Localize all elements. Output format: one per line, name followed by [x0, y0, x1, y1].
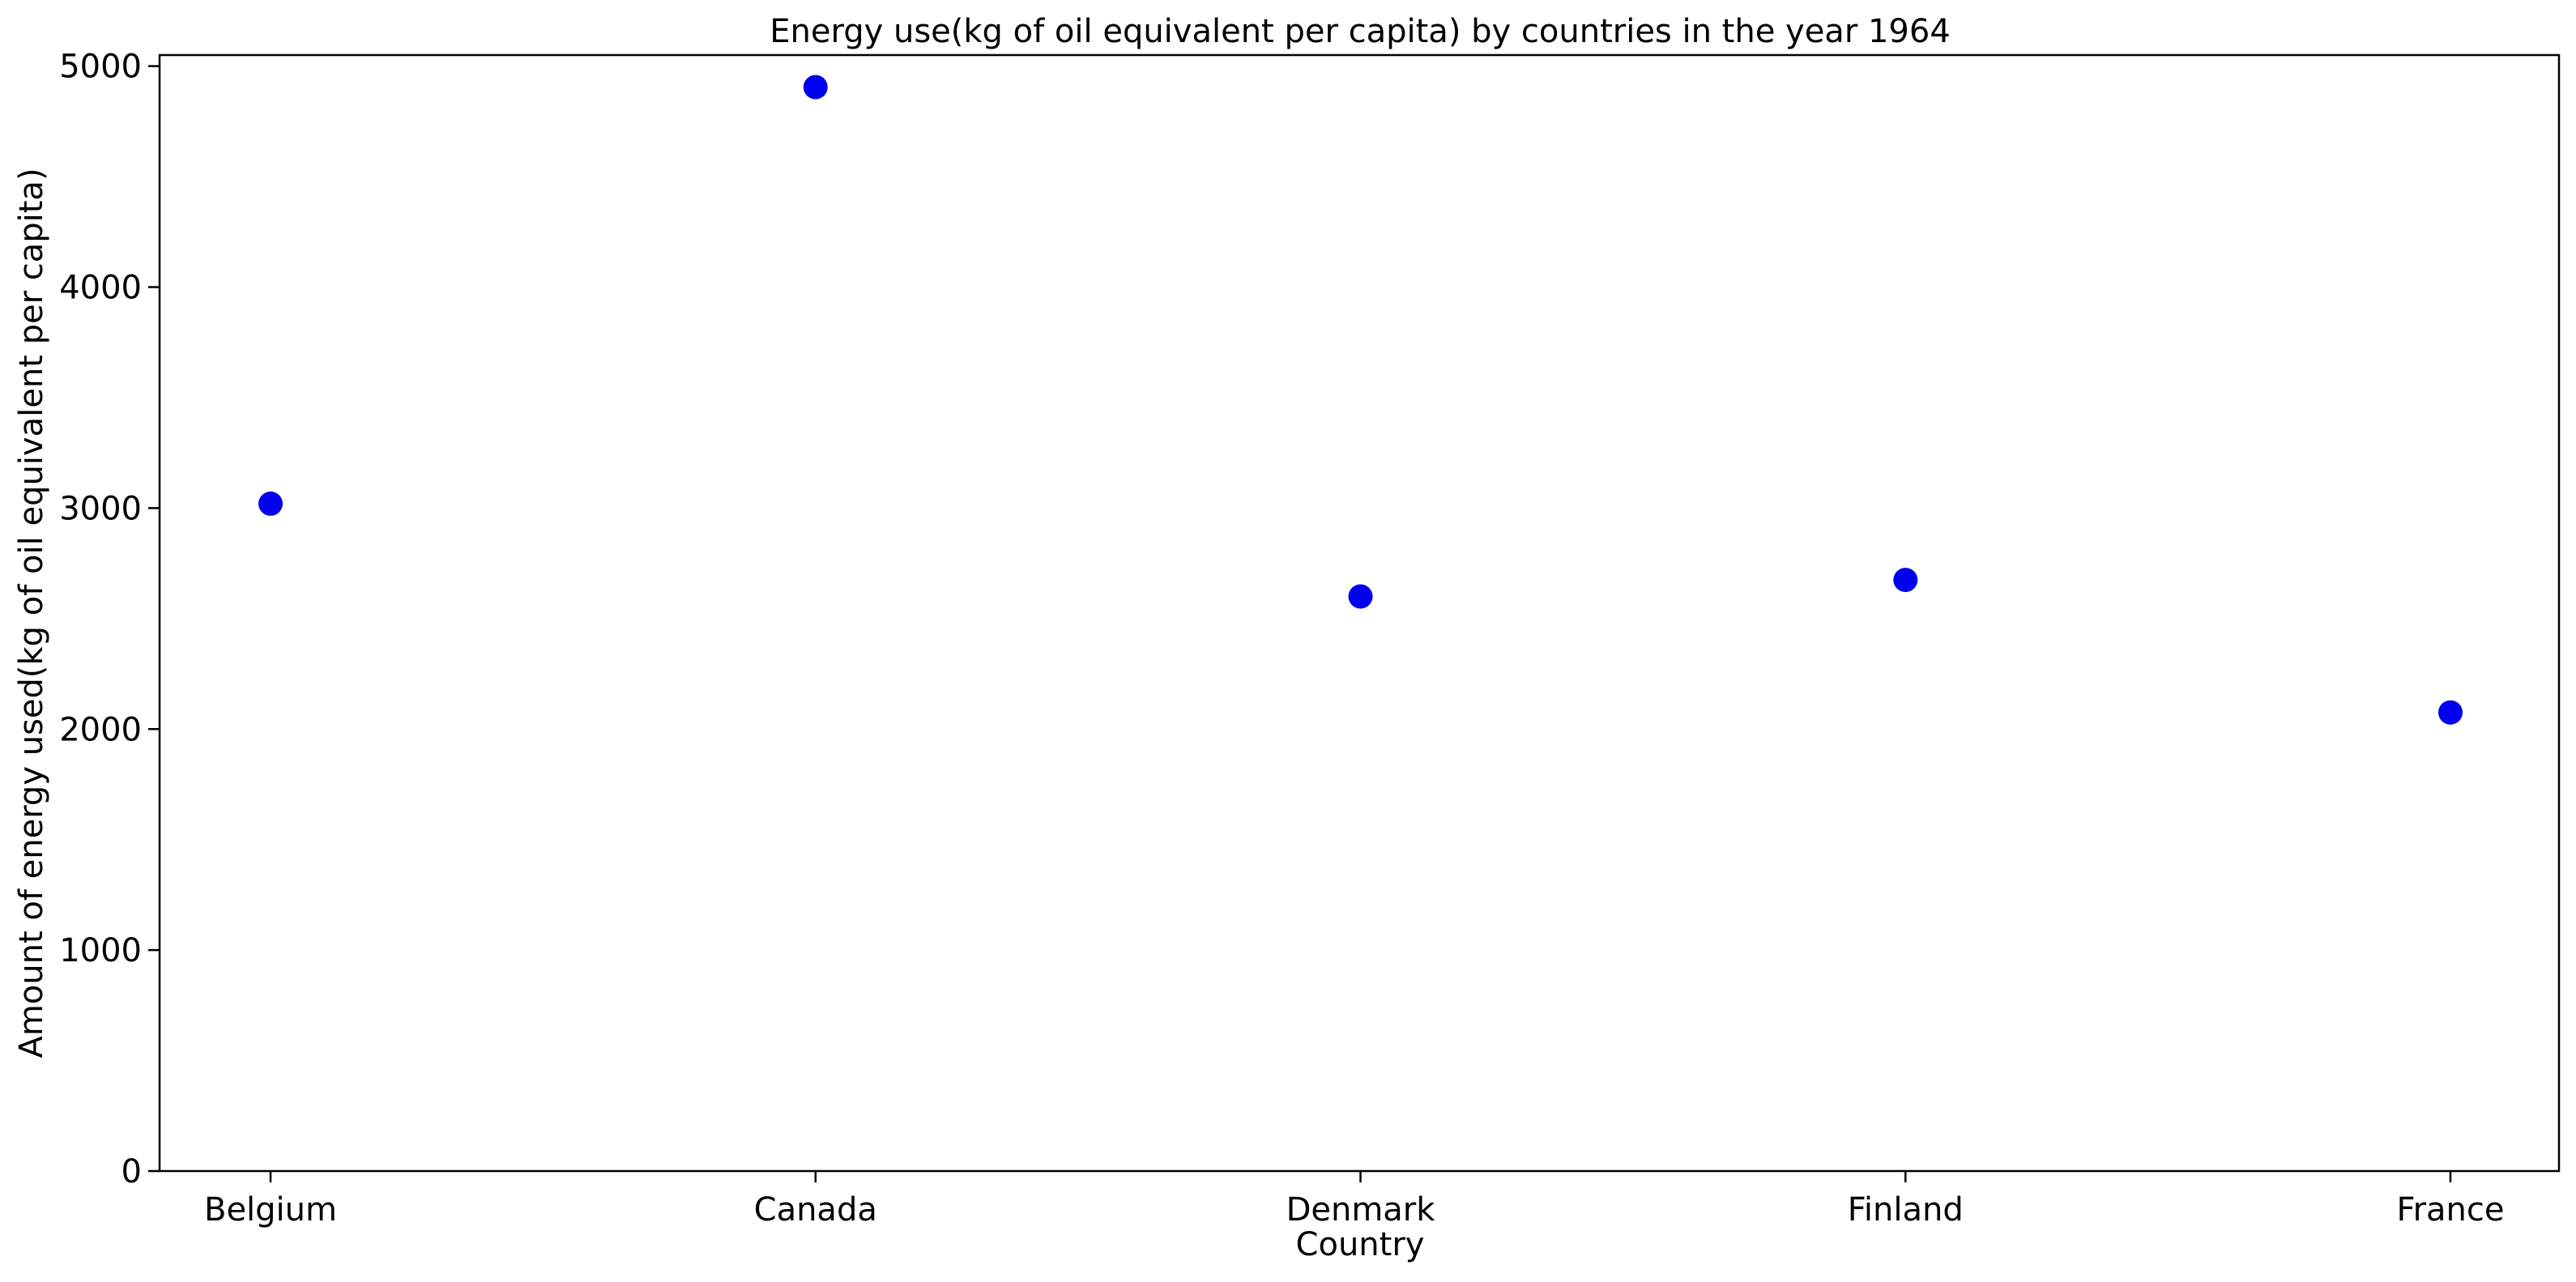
y-tick-label-4000: 4000: [59, 270, 142, 307]
x-tick-label-finland: Finland: [1848, 1191, 1964, 1229]
data-point-canada: [803, 75, 828, 100]
x-tick-label-denmark: Denmark: [1286, 1191, 1436, 1229]
y-tick-label-2000: 2000: [59, 711, 142, 748]
y-axis: 0 1000 2000 3000 4000 5000: [59, 49, 160, 1190]
chart-title: Energy use(kg of oil equivalent per capi…: [770, 13, 1951, 50]
x-tick-label-belgium: Belgium: [204, 1191, 337, 1229]
data-point-france: [2438, 700, 2463, 725]
data-points: [258, 75, 2463, 725]
plot-area-frame: [158, 53, 2561, 1173]
y-tick-label-0: 0: [122, 1153, 142, 1190]
x-tick-label-france: France: [2396, 1191, 2504, 1229]
x-axis-title: Country: [1296, 1226, 1425, 1263]
y-tick-label-3000: 3000: [59, 490, 142, 527]
data-point-finland: [1893, 568, 1918, 593]
data-point-belgium: [258, 491, 283, 516]
data-point-denmark: [1348, 584, 1373, 609]
y-tick-label-5000: 5000: [59, 49, 142, 86]
x-axis: Belgium Canada Denmark Finland France: [204, 1171, 2505, 1229]
y-axis-title: Amount of energy used(kg of oil equivale…: [13, 168, 50, 1058]
x-tick-label-canada: Canada: [754, 1191, 877, 1229]
y-tick-label-1000: 1000: [59, 932, 142, 969]
